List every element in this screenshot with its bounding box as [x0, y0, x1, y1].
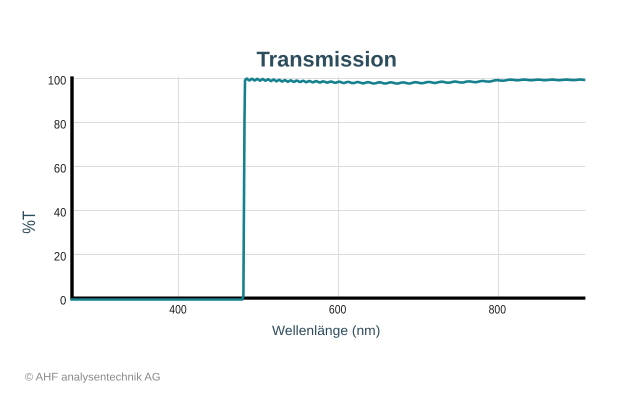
- svg-text:800: 800: [489, 303, 507, 317]
- svg-text:100: 100: [48, 74, 67, 88]
- svg-text:400: 400: [169, 303, 187, 317]
- svg-text:%T: %T: [19, 211, 39, 234]
- svg-text:40: 40: [54, 206, 67, 220]
- svg-text:80: 80: [54, 118, 67, 132]
- svg-text:20: 20: [54, 250, 67, 264]
- svg-text:60: 60: [54, 162, 67, 176]
- svg-text:Transmission: Transmission: [257, 47, 398, 71]
- svg-text:© AHF analysentechnik AG: © AHF analysentechnik AG: [25, 371, 161, 383]
- svg-text:Wellenlänge (nm): Wellenlänge (nm): [272, 323, 380, 338]
- svg-text:600: 600: [329, 303, 347, 317]
- svg-text:0: 0: [60, 294, 67, 308]
